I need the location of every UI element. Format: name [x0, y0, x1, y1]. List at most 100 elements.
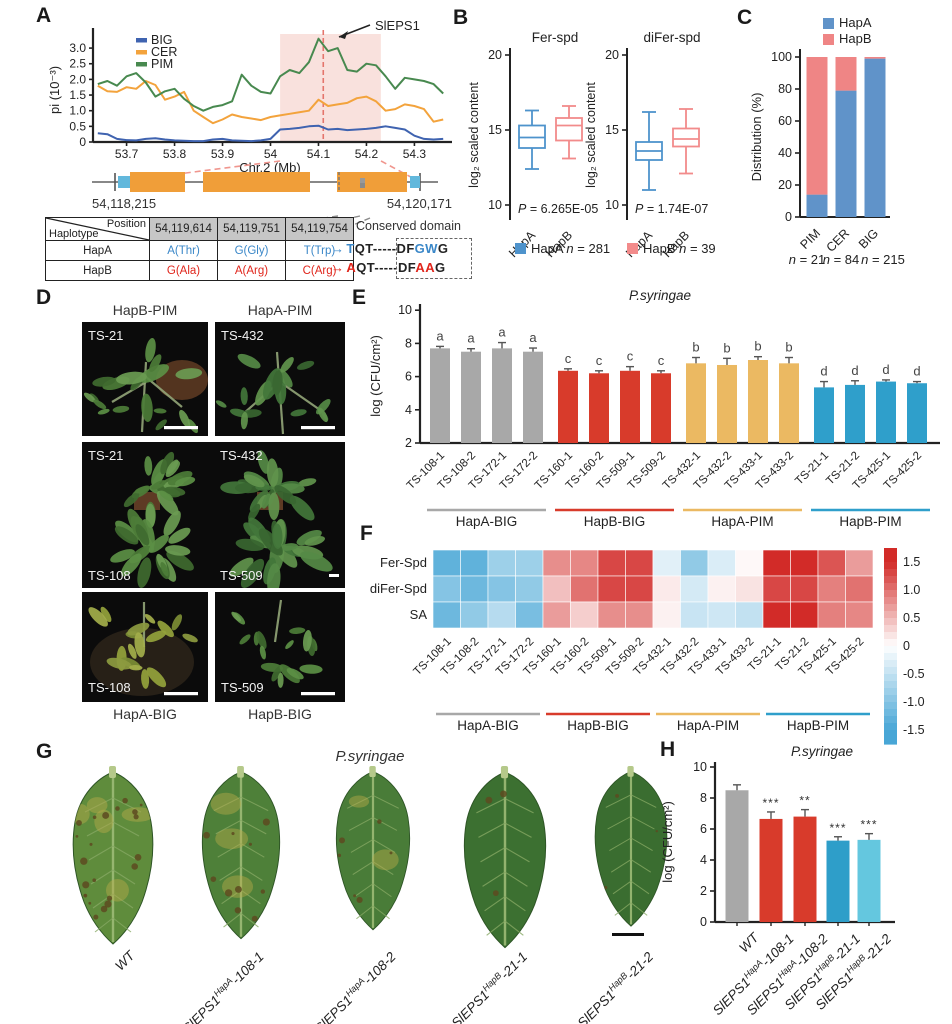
- cell-diFer-Spd-TS-172-2: [515, 575, 544, 603]
- stack-hapb-PIM: [806, 57, 828, 195]
- svg-text:3.0: 3.0: [69, 41, 86, 55]
- cell-Fer-Spd-TS-432-2: [680, 549, 709, 577]
- bar-TS-160-2: [589, 373, 609, 443]
- svg-text:-1.0: -1.0: [903, 695, 925, 709]
- svg-text:-1.5: -1.5: [903, 723, 925, 737]
- hormone-heatmap: Fer-SpddiFer-SpdSATS-108-1TS-108-2TS-172…: [370, 548, 925, 745]
- cell-SA-TS-509-2: [625, 601, 654, 629]
- snp-position-1: 54,119,614: [149, 217, 218, 241]
- legend-swatch-HapA: [823, 18, 834, 29]
- haplotype-name-HapA: HapA: [45, 240, 150, 261]
- svg-text:a: a: [436, 328, 444, 343]
- cell-SA-TS-160-1: [542, 601, 571, 629]
- cell-diFer-Spd-TS-425-1: [817, 575, 846, 603]
- cell-diFer-Spd-TS-160-2: [570, 575, 599, 603]
- svg-text:15: 15: [605, 123, 619, 137]
- caption-hapa-big: HapA-BIG: [113, 706, 177, 722]
- svg-text:a: a: [467, 331, 475, 346]
- svg-text:HapB-PIM: HapB-PIM: [839, 514, 901, 529]
- svg-text:HapA-PIM: HapA-PIM: [677, 718, 739, 733]
- allele-HapB-2: A(Arg): [217, 260, 286, 281]
- svg-text:80: 80: [778, 82, 792, 96]
- svg-text:***: ***: [829, 821, 846, 835]
- bar-TS-425-2: [907, 383, 927, 443]
- leaf-photo-4: [463, 766, 547, 949]
- selective-sweep-region: [280, 34, 381, 142]
- svg-text:TS-21-1: TS-21-1: [793, 450, 831, 488]
- snp-position-3: 54,119,754: [285, 217, 354, 241]
- conserved-motif-dashed-box: [396, 238, 472, 279]
- svg-text:4: 4: [405, 403, 412, 417]
- scale-bar: [612, 933, 644, 936]
- cell-diFer-Spd-TS-160-1: [542, 575, 571, 603]
- svg-text:CER: CER: [151, 45, 177, 59]
- leaf-label-2: SlEPS1HapA-108-1: [179, 949, 267, 1024]
- svg-text:54.3: 54.3: [403, 147, 427, 161]
- svg-text:c: c: [627, 349, 634, 364]
- panel-label-c: C: [737, 6, 753, 29]
- legend-swatch-HapB: [823, 34, 834, 45]
- svg-text:6: 6: [700, 822, 707, 836]
- bar-TS-509-2: [651, 373, 671, 443]
- svg-text:HapA: HapA: [839, 15, 872, 30]
- cell-SA-TS-160-2: [570, 601, 599, 629]
- conserved-sequence-HapA: → TQT-----DFGWG: [331, 241, 449, 256]
- box-fer_spd-HapB: [555, 105, 583, 160]
- svg-text:54.2: 54.2: [355, 147, 379, 161]
- bar-TS-160-1: [558, 370, 578, 443]
- svg-text:SA: SA: [410, 607, 428, 622]
- svg-text:10: 10: [398, 303, 412, 317]
- svg-text:60: 60: [778, 114, 792, 128]
- svg-text:15: 15: [488, 123, 502, 137]
- panel-label-a: A: [36, 4, 52, 27]
- svg-text:2.5: 2.5: [69, 57, 86, 71]
- legend-swatch-HapA: [515, 243, 526, 254]
- svg-text:***: ***: [860, 818, 877, 832]
- svg-text:SlEPS1: SlEPS1: [375, 18, 420, 33]
- gene-structure-diagram: 54,118,215 54,120,171: [92, 172, 452, 211]
- column-header-hapb-pim: HapB-PIM: [112, 302, 178, 318]
- panel-label-e: E: [352, 286, 367, 309]
- svg-text:c: c: [596, 353, 603, 368]
- photo-hapb-pim-seedling: TS-21: [82, 322, 208, 436]
- bar-TS-21-1: [814, 387, 834, 443]
- svg-text:c: c: [565, 351, 572, 366]
- svg-text:54.1: 54.1: [307, 147, 331, 161]
- cell-SA-TS-108-1: [432, 601, 461, 629]
- svg-text:pi (10⁻³): pi (10⁻³): [47, 66, 62, 114]
- svg-text:CER: CER: [824, 226, 853, 255]
- cell-Fer-Spd-TS-108-2: [460, 549, 489, 577]
- leaf-photo-3: [335, 766, 411, 931]
- cell-Fer-Spd-TS-509-1: [597, 549, 626, 577]
- cell-Fer-Spd-TS-433-2: [735, 549, 764, 577]
- svg-text:log₂ scaled content: log₂ scaled content: [467, 82, 481, 188]
- cell-Fer-Spd-TS-509-2: [625, 549, 654, 577]
- cell-diFer-Spd-TS-172-1: [487, 575, 516, 603]
- leaf-label-3: SlEPS1HapA-108-2: [311, 949, 399, 1024]
- svg-text:HapB-BIG: HapB-BIG: [584, 514, 646, 529]
- exon-2: [203, 172, 310, 192]
- haplotype-name-HapB: HapB: [45, 260, 150, 281]
- svg-text:20: 20: [488, 48, 502, 62]
- cell-SA-TS-425-1: [817, 601, 846, 629]
- bar-ko-1: [725, 790, 749, 922]
- svg-text:2: 2: [405, 436, 412, 450]
- svg-text:n = 215: n = 215: [861, 252, 905, 267]
- cell-Fer-Spd-TS-172-1: [487, 549, 516, 577]
- svg-text:HapB: HapB: [839, 31, 872, 46]
- cell-diFer-Spd-TS-108-2: [460, 575, 489, 603]
- caption-hapb-big: HapB-BIG: [248, 706, 312, 722]
- svg-text:a: a: [529, 330, 537, 345]
- svg-text:diFer-spd: diFer-spd: [643, 30, 700, 45]
- svg-text:HapA n = 281: HapA n = 281: [531, 241, 610, 256]
- svg-text:a: a: [498, 325, 506, 340]
- svg-text:2.0: 2.0: [69, 72, 86, 86]
- svg-text:PIM: PIM: [151, 57, 173, 71]
- bar-TS-108-2: [461, 351, 481, 443]
- svg-text:10: 10: [693, 760, 707, 774]
- svg-text:8: 8: [405, 336, 412, 350]
- svg-text:TS-432: TS-432: [220, 448, 263, 463]
- cell-SA-TS-509-1: [597, 601, 626, 629]
